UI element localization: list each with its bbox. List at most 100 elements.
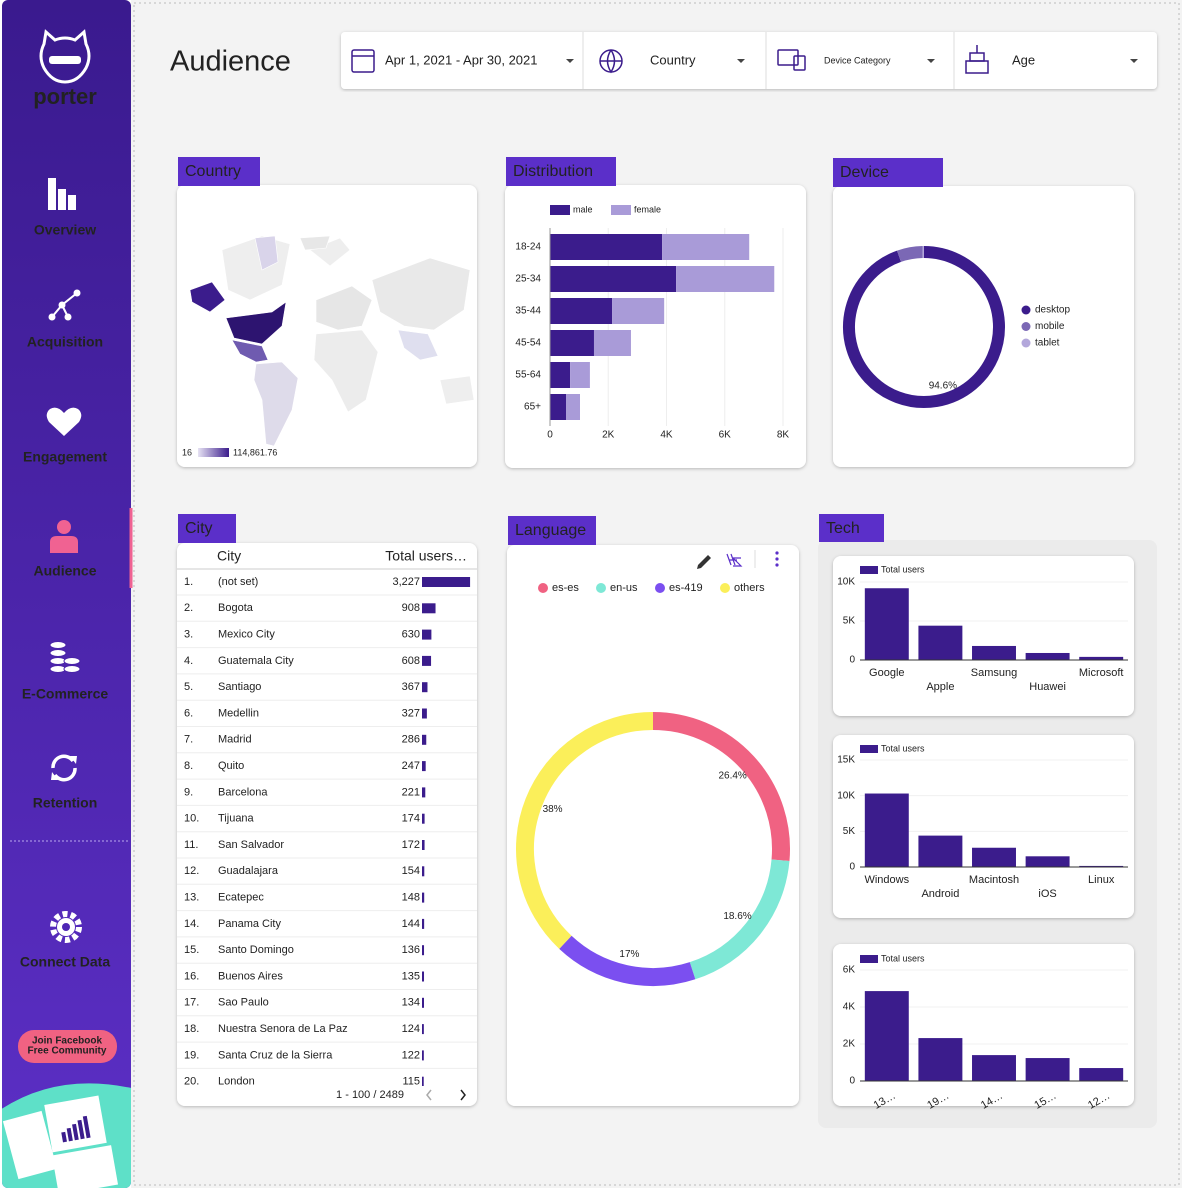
nav-item[interactable]: Connect Data (20, 954, 110, 970)
nav-item[interactable]: Acquisition (27, 334, 103, 350)
row-users: 174 (402, 813, 420, 825)
legend-swatch (596, 583, 606, 593)
legend-swatch (655, 583, 665, 593)
row-users: 630 (402, 629, 420, 641)
nav-icon (50, 911, 82, 943)
x-category-label: iOS (1038, 888, 1056, 900)
row-rank: 17. (184, 997, 199, 1009)
legend-swatch (860, 955, 878, 963)
dropdown-arrow (927, 59, 935, 63)
bar (918, 835, 963, 867)
y-tick-label: 15K (837, 755, 855, 766)
map-region (225, 301, 287, 345)
nav-icon (49, 641, 81, 673)
legend-label: mobile (1035, 321, 1065, 332)
map-region (189, 281, 226, 313)
icon-part (49, 641, 67, 649)
filter-label[interactable]: Device Category (824, 55, 891, 65)
icon-part (600, 49, 622, 74)
row-city: Guadalajara (218, 865, 279, 877)
row-users: 608 (402, 655, 420, 667)
promo-bar (72, 1123, 79, 1141)
filter-label[interactable]: Age (1012, 52, 1035, 67)
row-city: Buenos Aires (218, 970, 283, 982)
row-bar (422, 1050, 424, 1061)
row-city: Guatemala City (218, 655, 294, 667)
row-city: Santo Domingo (218, 944, 294, 956)
icon-part (64, 313, 72, 321)
row-city: Ecatepec (218, 892, 264, 904)
cta-button[interactable] (18, 1030, 117, 1063)
row-city: Santa Cruz de la Sierra (218, 1049, 333, 1061)
filter-dropdown[interactable]: Device Category (777, 49, 935, 71)
row-users: 367 (402, 681, 420, 693)
bar-segment (550, 394, 567, 420)
row-city: Barcelona (218, 786, 268, 798)
row-city: Bogota (218, 602, 254, 614)
donut-segment (559, 935, 696, 986)
y-category-label: 18-24 (515, 242, 541, 253)
icon-part (58, 189, 66, 210)
promo-bar (77, 1119, 85, 1140)
icon-part (351, 49, 375, 73)
row-rank: 18. (184, 1023, 199, 1035)
bar-segment (550, 330, 594, 356)
map-region (253, 361, 299, 447)
row-rank: 12. (184, 865, 199, 877)
filter-label[interactable]: Apr 1, 2021 - Apr 30, 2021 (385, 52, 538, 67)
nav-icon (50, 520, 78, 553)
filter-label[interactable]: Country (650, 52, 696, 67)
row-users: 135 (402, 970, 420, 982)
row-rank: 10. (184, 813, 199, 825)
row-rank: 5. (184, 681, 193, 693)
page-title: Audience (170, 46, 291, 78)
legend-label: es-es (552, 582, 579, 594)
y-tick-label: 10K (837, 577, 855, 588)
panel-tab (833, 158, 943, 187)
nav-item[interactable]: E-Commerce (22, 686, 109, 702)
nav-item[interactable]: Retention (33, 795, 98, 811)
next-page[interactable] (460, 1089, 466, 1101)
row-rank: 13. (184, 892, 199, 904)
row-bar (422, 971, 425, 982)
promo-card (44, 1095, 107, 1153)
icon-part (51, 754, 77, 782)
map-region (309, 237, 351, 267)
bar (1079, 656, 1124, 660)
bar-segment (593, 330, 631, 356)
filter-dropdown[interactable]: Age (965, 45, 1138, 74)
icon-part (63, 665, 81, 673)
sort-icon[interactable] (726, 553, 743, 567)
menu-dot[interactable] (775, 563, 779, 567)
nav-item[interactable]: Engagement (23, 449, 107, 465)
row-rank: 1. (184, 576, 193, 588)
row-city: Sao Paulo (218, 997, 269, 1009)
row-bar (422, 1024, 424, 1035)
row-rank: 9. (184, 786, 193, 798)
row-rank: 11. (184, 839, 198, 851)
value-label: 18.6% (723, 911, 751, 922)
x-tick-label: 6K (719, 430, 732, 441)
legend-label: desktop (1035, 305, 1070, 316)
filter-dropdown[interactable]: Apr 1, 2021 - Apr 30, 2021 (351, 49, 574, 73)
prev-page[interactable] (426, 1089, 432, 1101)
legend-label: female (634, 204, 661, 214)
nav-item[interactable]: Audience (33, 563, 96, 579)
row-city: Panama City (218, 918, 281, 930)
bar-segment (550, 266, 677, 292)
bar (864, 793, 909, 867)
panel-title: Tech (826, 520, 860, 537)
row-bar (422, 892, 425, 903)
nav-item[interactable]: Overview (34, 222, 96, 238)
bar (1079, 1068, 1124, 1081)
x-category-label: Apple (926, 681, 954, 693)
filter-dropdown[interactable]: Country (599, 49, 745, 74)
row-bar (422, 761, 426, 772)
map-legend-scale (198, 448, 229, 457)
row-city: Tijuana (218, 813, 255, 825)
edit-icon[interactable] (697, 555, 711, 569)
x-category-label: Windows (864, 874, 909, 886)
value-label: 94.6% (929, 381, 957, 392)
menu-dot[interactable] (775, 557, 779, 561)
menu-dot[interactable] (775, 551, 779, 555)
